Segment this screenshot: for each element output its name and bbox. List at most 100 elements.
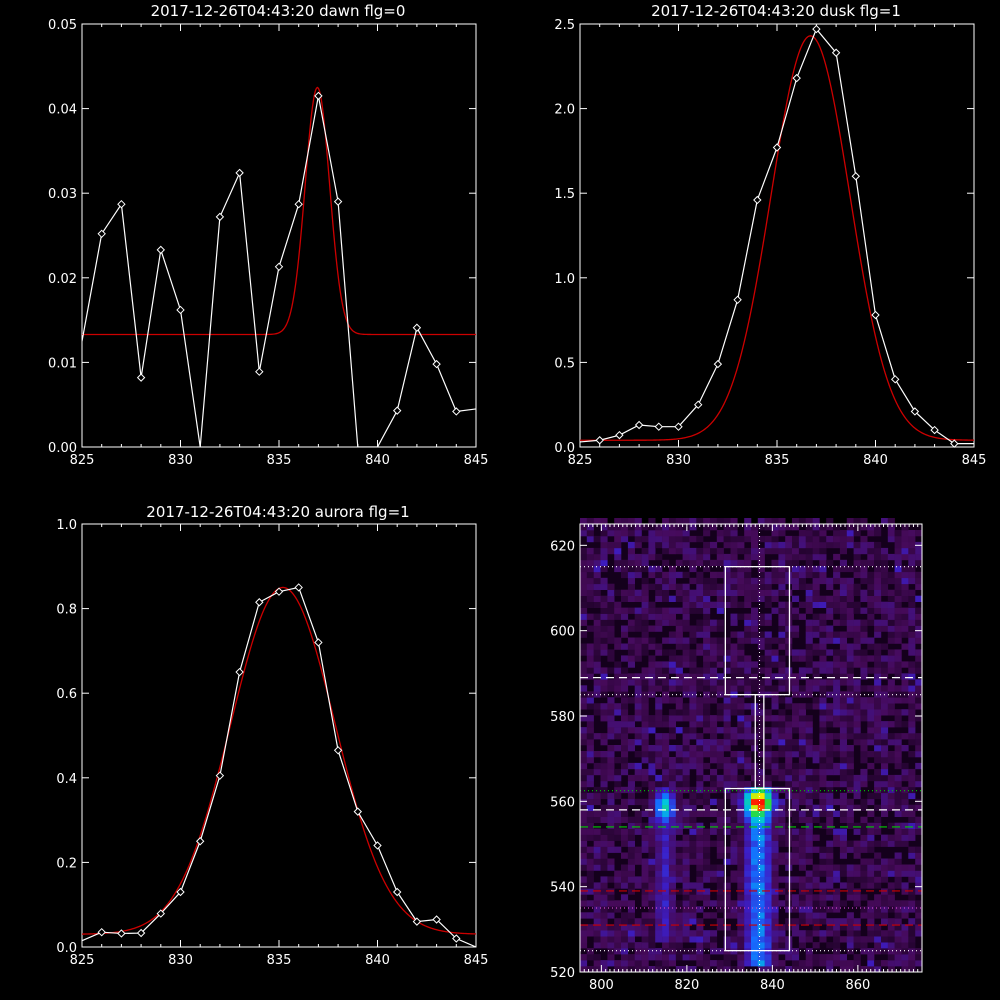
spectrogram-cell xyxy=(641,870,649,877)
spectrogram-cell xyxy=(819,661,827,668)
spectrogram-cell xyxy=(621,816,629,823)
spectrogram-cell xyxy=(901,607,909,614)
spectrogram-cell xyxy=(682,673,690,680)
spectrogram-cell xyxy=(826,942,834,949)
spectrogram-cell xyxy=(812,792,820,800)
spectrogram-cell xyxy=(812,518,820,525)
spectrogram-cell xyxy=(621,751,629,758)
spectrogram-cell xyxy=(894,673,902,680)
spectrogram-cell xyxy=(860,757,868,764)
spectrogram-cell xyxy=(812,954,820,961)
spectrogram-cell xyxy=(586,858,594,865)
spectrogram-cell xyxy=(798,762,806,770)
data-point-2-4 xyxy=(156,909,166,918)
spectrogram-cell xyxy=(655,954,663,961)
spectrogram-cell xyxy=(614,721,622,728)
spectrogram-cell xyxy=(757,888,765,895)
spectrogram-cell xyxy=(593,655,601,662)
spectrogram-cell xyxy=(627,577,635,585)
spectrogram-cell xyxy=(621,876,629,883)
spectrogram-cell xyxy=(887,906,895,913)
spectrogram-cell xyxy=(634,673,642,680)
spectrogram-cell xyxy=(600,553,608,561)
spectrogram-cell xyxy=(627,721,635,728)
spectrogram-cell xyxy=(634,691,642,698)
spectrogram-cell xyxy=(744,685,752,692)
spectrogram-cell xyxy=(874,655,882,662)
spectrogram-cell xyxy=(600,786,608,794)
spectrogram-cell xyxy=(778,583,786,590)
spectrogram-cell xyxy=(881,655,889,662)
spectrogram-cell xyxy=(819,619,827,626)
spectrogram-cell xyxy=(901,547,909,555)
spectrogram-cell xyxy=(696,858,704,865)
spectrogram-cell xyxy=(874,631,882,638)
spectrogram-cell xyxy=(805,637,813,644)
spectrogram-cell xyxy=(867,541,875,549)
spectrogram-cell xyxy=(607,619,615,626)
spectrogram-cell xyxy=(614,828,622,835)
spectrogram-cell xyxy=(867,709,875,716)
spectrogram-cell xyxy=(778,553,786,561)
spectrogram-cell xyxy=(675,661,683,668)
spectrogram-cell xyxy=(607,762,615,770)
spectrogram-cell xyxy=(675,625,683,632)
spectrogram-cell xyxy=(751,727,759,734)
spectrogram-cell xyxy=(668,852,676,859)
spectrogram-cell xyxy=(867,960,875,967)
spectrogram-cell xyxy=(607,679,615,686)
spectrogram-cell xyxy=(689,667,697,674)
spectrogram-cell xyxy=(593,942,601,949)
spectrogram-cell xyxy=(593,625,601,632)
spectrogram-cell xyxy=(593,834,601,841)
spectrogram-cell xyxy=(737,751,745,758)
spectrogram-cell xyxy=(723,942,731,949)
spectrogram-cell xyxy=(634,918,642,925)
spectrogram-cell xyxy=(771,751,779,758)
spectrogram-cell xyxy=(751,894,759,901)
spectrogram-cell xyxy=(764,589,772,596)
spectrogram-cell xyxy=(593,679,601,686)
spectrogram-cell xyxy=(894,906,902,913)
spectrogram-cell xyxy=(703,524,711,531)
spectrogram-cell xyxy=(771,727,779,734)
spectrogram-cell xyxy=(703,810,711,817)
spectrogram-cell xyxy=(881,673,889,680)
spectrogram-cell xyxy=(798,721,806,728)
spectrogram-cell xyxy=(723,643,731,650)
spectrogram-cell xyxy=(634,822,642,829)
spectrogram-cell xyxy=(908,942,916,949)
spectrogram-cell xyxy=(751,625,759,632)
spectrogram-cell xyxy=(593,894,601,901)
spectrogram-cell xyxy=(648,954,656,961)
spectrogram-cell xyxy=(798,667,806,674)
spectrogram-cell xyxy=(682,918,690,925)
spectrogram-cell xyxy=(894,667,902,674)
spectrogram-cell xyxy=(757,816,765,823)
spectrogram-cell xyxy=(751,900,759,907)
spectrogram-cell xyxy=(627,882,635,889)
spectrogram-cell xyxy=(730,906,738,913)
spectrogram-cell xyxy=(881,685,889,692)
spectrogram-cell xyxy=(846,589,854,596)
spectrogram-cell xyxy=(785,882,793,889)
spectrogram-cell xyxy=(785,565,793,573)
spectrogram-cell xyxy=(655,960,663,967)
spectrogram-cell xyxy=(833,930,841,937)
spectrogram-cell xyxy=(785,834,793,841)
spectrogram-cell xyxy=(607,876,615,883)
spectrogram-cell xyxy=(751,828,759,835)
spectrogram-cell xyxy=(716,798,724,806)
spectrogram-cell xyxy=(641,894,649,901)
spectrogram-cell xyxy=(655,780,663,788)
spectrogram-cell xyxy=(621,930,629,937)
plot-frame-1 xyxy=(579,23,975,448)
spectrogram-cell xyxy=(655,613,663,620)
spectrogram-cell xyxy=(826,703,834,710)
spectrogram-cell xyxy=(839,631,847,638)
spectrogram-cell xyxy=(846,924,854,931)
spectrogram-cell xyxy=(641,858,649,865)
spectrogram-cell xyxy=(778,936,786,943)
spectrogram-cell xyxy=(648,553,656,561)
spectrogram-cell xyxy=(634,733,642,740)
